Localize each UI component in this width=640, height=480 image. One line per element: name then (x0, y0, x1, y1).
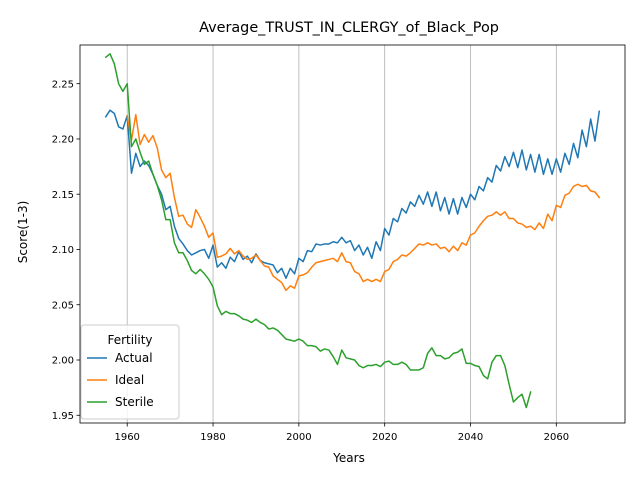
x-tick-label: 1980 (200, 432, 225, 443)
legend-label-ideal: Ideal (115, 373, 144, 387)
series-line-actual (104, 109, 601, 279)
y-tick-label: 2.05 (52, 300, 74, 311)
y-tick-label: 1.95 (52, 411, 74, 422)
series-line-sterile (104, 53, 532, 409)
y-tick-label: 2.25 (52, 79, 74, 90)
x-tick-label: 1960 (114, 432, 139, 443)
y-tick-label: 2.00 (52, 356, 74, 367)
x-axis-ticks: 1960 1980 2000 2020 2040 2060 (114, 423, 569, 443)
legend-box (80, 324, 180, 420)
plot-frame (79, 44, 626, 424)
legend-label-sterile: Sterile (115, 395, 154, 409)
x-tick-label: 2040 (458, 432, 483, 443)
chart-title: Average_TRUST_IN_CLERGY_of_Black_Pop (199, 20, 499, 36)
y-tick-label: 2.15 (52, 190, 74, 201)
legend-label-actual: Actual (115, 351, 153, 365)
legend-title: Fertility (107, 333, 152, 347)
y-axis-ticks: 1.95 2.00 2.05 2.10 2.15 2.20 2.25 (52, 79, 80, 422)
y-axis-label: Score(1-3) (16, 201, 30, 264)
x-axis-label: Years (332, 451, 365, 465)
plot-series (104, 53, 601, 409)
x-tick-label: 2020 (372, 432, 397, 443)
y-tick-label: 2.20 (52, 135, 74, 146)
legend: Fertility Actual Ideal Sterile (80, 324, 180, 420)
x-tick-label: 2060 (544, 432, 569, 443)
x-tick-label: 2000 (286, 432, 311, 443)
legend-entries: Actual Ideal Sterile (87, 351, 154, 409)
y-tick-label: 2.10 (52, 245, 74, 256)
series-line-ideal (126, 113, 601, 292)
